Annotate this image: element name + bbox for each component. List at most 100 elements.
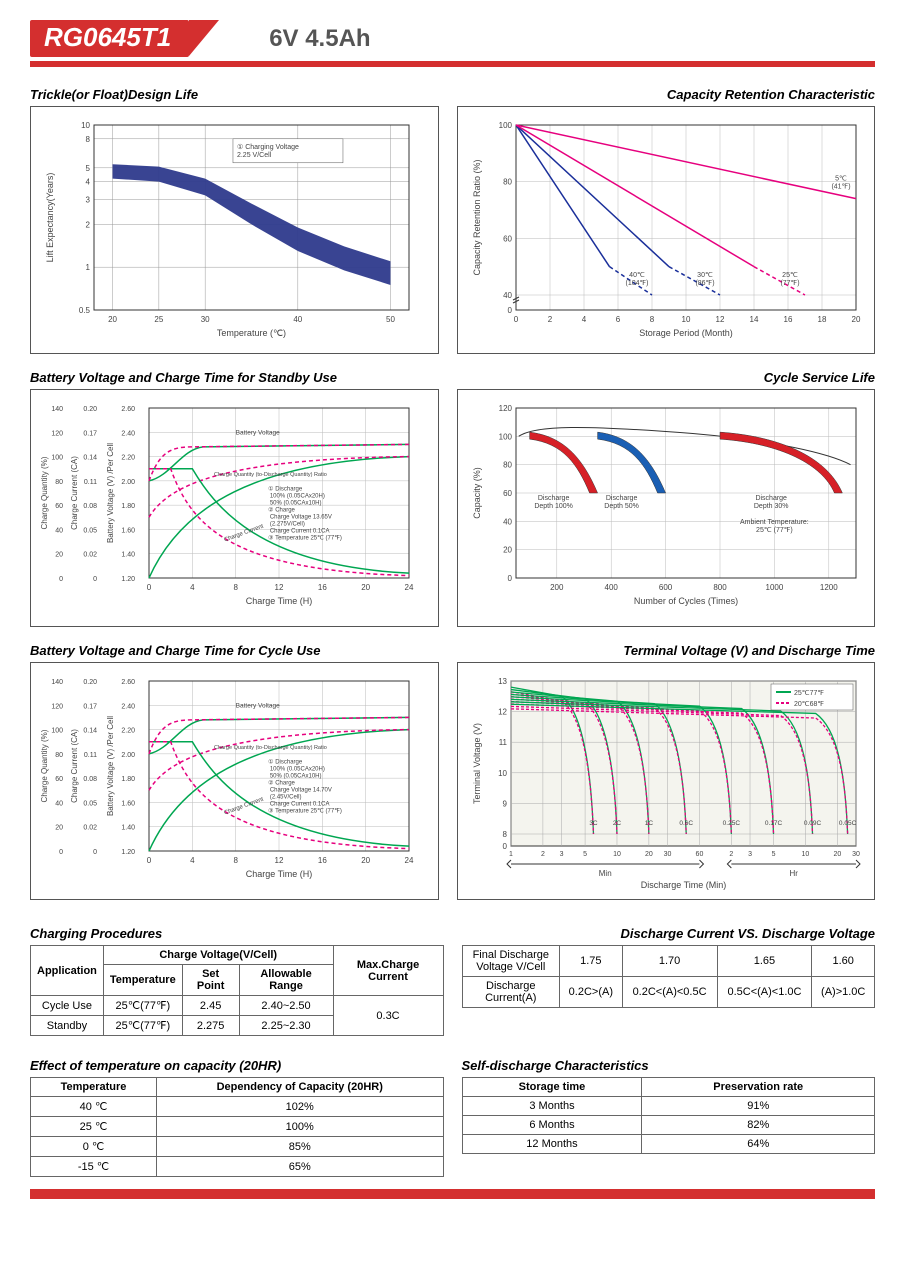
- svg-text:Capacity Retention Ratio (%): Capacity Retention Ratio (%): [472, 159, 482, 275]
- svg-text:Charge Quantity (%): Charge Quantity (%): [40, 729, 49, 802]
- svg-text:60: 60: [503, 489, 512, 498]
- svg-text:8: 8: [233, 856, 238, 865]
- svg-text:10: 10: [682, 315, 691, 324]
- svg-text:2.40: 2.40: [121, 703, 135, 710]
- svg-text:80: 80: [55, 479, 63, 486]
- cyclelife-chart: 02040608010012020040060080010001200Disch…: [457, 389, 875, 627]
- svg-text:0: 0: [59, 576, 63, 583]
- svg-text:80: 80: [55, 752, 63, 759]
- table-row: 0 ℃85%: [31, 1137, 444, 1157]
- svg-text:1000: 1000: [766, 583, 784, 592]
- svg-text:16: 16: [784, 315, 793, 324]
- svg-text:8: 8: [233, 583, 238, 592]
- svg-text:8: 8: [86, 135, 91, 144]
- svg-text:1: 1: [86, 263, 91, 272]
- svg-text:0.11: 0.11: [84, 479, 97, 486]
- svg-text:Hr: Hr: [789, 869, 798, 878]
- svg-text:100: 100: [51, 455, 63, 462]
- svg-text:0.14: 0.14: [83, 455, 97, 462]
- svg-text:0.02: 0.02: [83, 825, 97, 832]
- discharge-table: Final Discharge Voltage V/Cell 1.75 1.70…: [462, 945, 876, 1008]
- th-cv: Charge Voltage(V/Cell): [103, 946, 333, 965]
- svg-text:30℃(86℉): 30℃(86℉): [695, 272, 714, 287]
- svg-text:2.60: 2.60: [121, 679, 135, 686]
- svg-text:2.40: 2.40: [121, 430, 135, 437]
- svg-text:2.00: 2.00: [121, 752, 135, 759]
- svg-text:0.05: 0.05: [83, 800, 97, 807]
- svg-text:100: 100: [499, 432, 513, 441]
- svg-text:DischargeDepth 100%: DischargeDepth 100%: [534, 495, 573, 510]
- svg-text:30: 30: [664, 851, 672, 858]
- svg-text:0.14: 0.14: [83, 728, 97, 735]
- svg-text:0.09C: 0.09C: [804, 820, 822, 827]
- header: RG0645T1 6V 4.5Ah: [30, 20, 875, 57]
- table-row: 25 ℃100%: [31, 1117, 444, 1137]
- svg-text:16: 16: [318, 583, 327, 592]
- svg-text:40: 40: [503, 291, 512, 300]
- svg-text:2C: 2C: [613, 820, 622, 827]
- svg-text:13: 13: [498, 677, 507, 686]
- svg-text:Charge Current (CA): Charge Current (CA): [70, 456, 79, 530]
- svg-text:40: 40: [293, 315, 302, 324]
- svg-text:0.17C: 0.17C: [765, 820, 783, 827]
- svg-text:Battery Voltage: Battery Voltage: [236, 429, 280, 436]
- svg-text:1200: 1200: [820, 583, 838, 592]
- trickle-title: Trickle(or Float)Design Life: [30, 87, 439, 102]
- svg-text:2: 2: [541, 851, 545, 858]
- svg-text:1C: 1C: [645, 820, 654, 827]
- svg-text:20: 20: [852, 315, 861, 324]
- temp-effect-table: TemperatureDependency of Capacity (20HR)…: [30, 1077, 444, 1177]
- svg-text:80: 80: [503, 178, 512, 187]
- svg-text:120: 120: [499, 404, 513, 413]
- temp-effect-title: Effect of temperature on capacity (20HR): [30, 1058, 444, 1073]
- svg-text:140: 140: [51, 406, 63, 413]
- svg-text:0.08: 0.08: [83, 776, 97, 783]
- svg-text:25: 25: [154, 315, 163, 324]
- svg-text:0: 0: [147, 583, 152, 592]
- svg-text:2: 2: [86, 220, 91, 229]
- svg-text:0: 0: [59, 849, 63, 856]
- svg-text:10: 10: [613, 851, 621, 858]
- svg-text:24: 24: [405, 856, 414, 865]
- dt-h2: Discharge Current(A): [462, 977, 560, 1008]
- svg-text:400: 400: [605, 583, 619, 592]
- svg-text:Charge Current (CA): Charge Current (CA): [70, 729, 79, 803]
- selfdischarge-table: Storage timePreservation rate3 Months91%…: [462, 1077, 876, 1154]
- selfdischarge-title: Self-discharge Characteristics: [462, 1058, 876, 1073]
- svg-text:0.17: 0.17: [83, 703, 97, 710]
- dt-h1: Final Discharge Voltage V/Cell: [462, 946, 560, 977]
- svg-text:0.5: 0.5: [79, 306, 91, 315]
- svg-text:1: 1: [509, 851, 513, 858]
- svg-text:0: 0: [508, 574, 513, 583]
- svg-text:0.02: 0.02: [83, 552, 97, 559]
- svg-text:Charge Time (H): Charge Time (H): [246, 596, 313, 606]
- discharge-table-title: Discharge Current VS. Discharge Voltage: [462, 926, 876, 941]
- svg-text:12: 12: [498, 708, 507, 717]
- svg-text:3C: 3C: [589, 820, 598, 827]
- svg-text:18: 18: [818, 315, 827, 324]
- svg-text:40: 40: [503, 517, 512, 526]
- svg-text:Charge Quantity (%): Charge Quantity (%): [40, 456, 49, 529]
- table-row: 6 Months82%: [462, 1116, 875, 1135]
- svg-text:600: 600: [659, 583, 673, 592]
- svg-text:60: 60: [696, 851, 704, 858]
- svg-text:Min: Min: [599, 869, 612, 878]
- th-max: Max.Charge Current: [333, 946, 443, 996]
- svg-text:0.05C: 0.05C: [839, 820, 857, 827]
- svg-text:20: 20: [55, 825, 63, 832]
- th-ar: Allowable Range: [239, 965, 333, 996]
- svg-text:3: 3: [748, 851, 752, 858]
- standby-title: Battery Voltage and Charge Time for Stan…: [30, 370, 439, 385]
- svg-text:40: 40: [55, 527, 63, 534]
- svg-text:Battery Voltage: Battery Voltage: [236, 702, 280, 709]
- retention-title: Capacity Retention Characteristic: [457, 87, 875, 102]
- svg-text:Number of Cycles (Times): Number of Cycles (Times): [634, 596, 738, 606]
- svg-text:0: 0: [93, 849, 97, 856]
- svg-text:1.20: 1.20: [121, 849, 135, 856]
- svg-text:1.20: 1.20: [121, 576, 135, 583]
- svg-text:3: 3: [560, 851, 564, 858]
- svg-text:20: 20: [833, 851, 841, 858]
- table-row: 40 ℃102%: [31, 1097, 444, 1117]
- svg-text:Charge Time (H): Charge Time (H): [246, 869, 313, 879]
- svg-text:2.60: 2.60: [121, 406, 135, 413]
